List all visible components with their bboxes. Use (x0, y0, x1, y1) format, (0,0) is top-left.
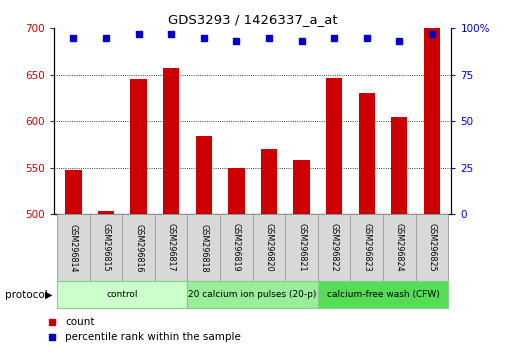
Bar (90, 214, 122, 281)
Bar (416, 214, 448, 281)
Bar (228, 168, 245, 214)
Text: control: control (107, 290, 138, 299)
Text: GSM296815: GSM296815 (102, 223, 110, 272)
Bar (155, 214, 187, 281)
Text: ▶: ▶ (45, 290, 53, 299)
Bar (163, 68, 180, 214)
Bar (98, 211, 114, 214)
Text: GSM296819: GSM296819 (232, 223, 241, 272)
Text: GSM296817: GSM296817 (167, 223, 175, 272)
Text: GSM296821: GSM296821 (297, 223, 306, 272)
Text: GSM296814: GSM296814 (69, 223, 78, 272)
Bar (252, 214, 285, 281)
Bar (285, 214, 318, 281)
Text: GSM296816: GSM296816 (134, 223, 143, 272)
Title: GDS3293 / 1426337_a_at: GDS3293 / 1426337_a_at (168, 13, 338, 26)
Bar (220, 214, 252, 281)
Bar (122, 214, 155, 281)
Text: 20 calcium ion pulses (20-p): 20 calcium ion pulses (20-p) (188, 290, 317, 299)
Text: GSM296820: GSM296820 (264, 223, 273, 272)
Text: calcium-free wash (CFW): calcium-free wash (CFW) (327, 290, 439, 299)
Bar (391, 116, 407, 214)
Bar (130, 79, 147, 214)
Bar (350, 214, 383, 281)
Bar (326, 78, 342, 214)
Bar (65, 171, 82, 214)
Bar (318, 214, 350, 281)
Text: percentile rank within the sample: percentile rank within the sample (65, 332, 241, 342)
Bar (57, 281, 187, 308)
Bar (359, 93, 375, 214)
Bar (261, 149, 277, 214)
Bar (293, 160, 310, 214)
Text: protocol: protocol (5, 290, 48, 299)
Text: GSM296818: GSM296818 (199, 223, 208, 272)
Text: GSM296823: GSM296823 (362, 223, 371, 272)
Bar (318, 281, 448, 308)
Bar (424, 28, 440, 214)
Bar (187, 214, 220, 281)
Bar (187, 281, 318, 308)
Bar (195, 136, 212, 214)
Bar (57, 214, 90, 281)
Bar (383, 214, 416, 281)
Text: count: count (65, 317, 94, 327)
Text: GSM296824: GSM296824 (395, 223, 404, 272)
Text: GSM296822: GSM296822 (330, 223, 339, 272)
Text: GSM296825: GSM296825 (427, 223, 437, 272)
